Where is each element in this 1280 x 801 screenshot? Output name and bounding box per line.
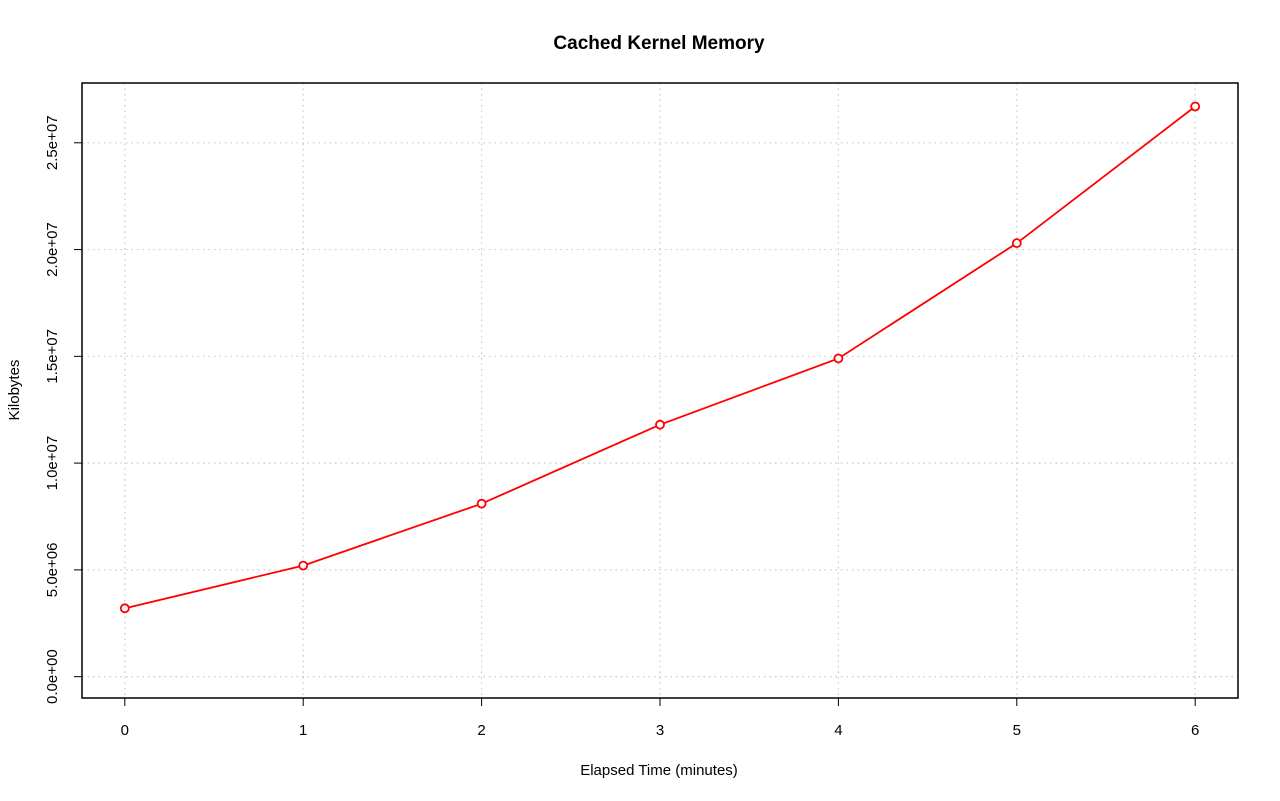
- y-axis-label: Kilobytes: [6, 360, 23, 421]
- series-layer: [119, 101, 1201, 614]
- data-point: [298, 560, 309, 571]
- x-axis-label: Elapsed Time (minutes): [580, 762, 738, 779]
- x-axis: 0 1 2 3 4 5 6: [121, 698, 1199, 739]
- grid-layer: [82, 83, 1238, 698]
- series-line: [124, 105, 1196, 610]
- data-point: [655, 419, 665, 430]
- data-point: [476, 498, 487, 509]
- data-point: [1190, 101, 1201, 112]
- y-axis: 0.0e+00 5.0e+06 1.0e+07 1.5e+07 2.0e+07 2.5e+…: [44, 115, 82, 704]
- y-tick-label: 1.5e+07: [44, 329, 61, 384]
- x-tick-label: 3: [656, 722, 664, 739]
- x-tick-label: 4: [834, 722, 842, 739]
- x-tick-label: 6: [1191, 722, 1199, 739]
- data-point: [119, 603, 130, 614]
- x-tick-label: 5: [1013, 722, 1021, 739]
- y-tick-label: 0.0e+00: [44, 649, 61, 704]
- x-tick-label: 2: [477, 722, 485, 739]
- y-tick-label: 2.5e+07: [44, 115, 61, 170]
- data-point: [1011, 238, 1022, 249]
- x-tick-label: 0: [121, 722, 129, 739]
- chart-title: Cached Kernel Memory: [553, 33, 765, 54]
- y-tick-label: 2.0e+07: [44, 222, 61, 277]
- y-tick-label: 1.0e+07: [44, 436, 61, 491]
- x-tick-label: 1: [299, 722, 307, 739]
- data-point: [833, 353, 844, 364]
- y-tick-label: 5.0e+06: [44, 543, 61, 598]
